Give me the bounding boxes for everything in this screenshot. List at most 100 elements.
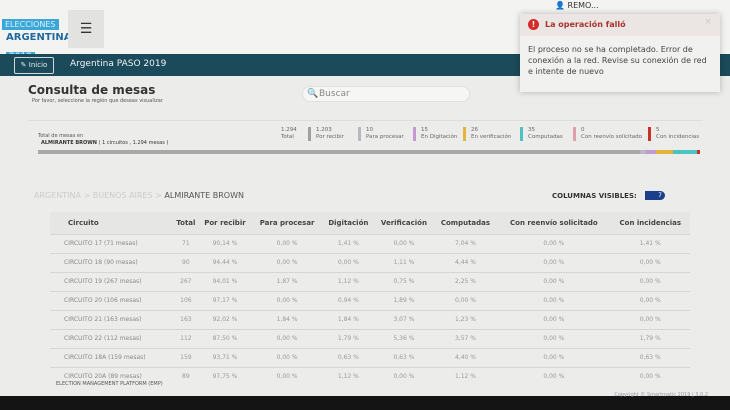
column-header[interactable]: Por recibir bbox=[198, 212, 252, 234]
circuits-table: Circuito Total Por recibir Para procesar Dig… bbox=[50, 212, 690, 386]
column-header[interactable]: Con incidencias bbox=[610, 212, 690, 234]
table-cell: 1,89 % bbox=[374, 290, 434, 310]
region-name: ALMIRANTE BROWN bbox=[41, 140, 97, 146]
platform-footer: ELECTION MANAGEMENT PLATFORM (EMP) bbox=[56, 381, 163, 387]
table-cell: 1,79 % bbox=[610, 328, 690, 348]
table-row[interactable]: CIRCUITO 17 (71 mesas) 71 90,14 % 0,00 % 1,4… bbox=[50, 233, 690, 253]
table-row[interactable]: CIRCUITO 21 (163 mesas) 163 92,02 % 1,84 % 1… bbox=[50, 309, 690, 329]
home-button[interactable]: ✎ Inicio bbox=[14, 57, 54, 74]
progress-segment bbox=[639, 150, 647, 154]
stat-0: 1.294 Total bbox=[273, 127, 297, 141]
table-cell: 97,75 % bbox=[198, 366, 252, 386]
table-cell: 5,36 % bbox=[374, 328, 434, 348]
table-cell: 106 bbox=[173, 290, 199, 310]
table-cell: 1,84 % bbox=[322, 309, 375, 329]
stat-label: Computadas bbox=[528, 134, 563, 140]
table-cell: 0,00 % bbox=[497, 252, 611, 272]
table-row[interactable]: CIRCUITO 20A (89 mesas) 89 97,75 % 0,00 % 1,… bbox=[50, 366, 690, 386]
region-detail: ( 1 circuitos , 1.294 mesas ) bbox=[98, 140, 169, 146]
stat-value: 0 bbox=[581, 127, 585, 133]
table-cell: 71 bbox=[173, 233, 199, 253]
table-cell: 0,00 % bbox=[497, 290, 611, 310]
table-cell: 1,12 % bbox=[433, 366, 498, 386]
table-cell: CIRCUITO 19 (267 mesas) bbox=[50, 271, 174, 291]
table-cell: 3,57 % bbox=[433, 328, 498, 348]
table-cell: 97,17 % bbox=[198, 290, 252, 310]
table-cell: 4,44 % bbox=[433, 252, 498, 272]
stat-label: Con incidencias bbox=[656, 134, 700, 140]
table-cell: CIRCUITO 18 (90 mesas) bbox=[50, 252, 174, 272]
progress-segment bbox=[656, 150, 674, 154]
user-name: REMO... bbox=[567, 1, 599, 10]
page-subtitle: Por favor, seleccione la región que dese… bbox=[32, 98, 163, 104]
home-label: Inicio bbox=[28, 61, 48, 69]
breadcrumb-path[interactable]: ARGENTINA > BUENOS AIRES > bbox=[34, 191, 162, 200]
table-cell: 1,87 % bbox=[251, 271, 323, 291]
table-cell: 1,41 % bbox=[610, 233, 690, 253]
table-cell: 112 bbox=[173, 328, 199, 348]
table-cell: 0,00 % bbox=[497, 271, 611, 291]
table-cell: 0,63 % bbox=[322, 347, 375, 367]
page-title: Consulta de mesas bbox=[28, 83, 156, 97]
table-cell: 0,00 % bbox=[610, 309, 690, 329]
stat-value: 1.294 bbox=[281, 127, 297, 133]
summary-panel: Total de mesas en ALMIRANTE BROWN ( 1 ci… bbox=[28, 120, 703, 150]
column-header[interactable]: Con reenvío solicitado bbox=[497, 212, 611, 234]
stat-value: 5 bbox=[656, 127, 660, 133]
error-toast: ! La operación falló × El proceso no se h… bbox=[520, 14, 720, 92]
table-cell: 1,23 % bbox=[433, 309, 498, 329]
stat-5: 35 Computadas bbox=[520, 127, 563, 141]
table-row[interactable]: CIRCUITO 22 (112 mesas) 112 87,50 % 0,00 % 1… bbox=[50, 328, 690, 348]
election-title: Argentina PASO 2019 bbox=[70, 59, 167, 69]
user-icon: 👤 bbox=[555, 1, 565, 10]
column-header[interactable]: Circuito bbox=[50, 212, 174, 234]
breadcrumb-current: ALMIRANTE BROWN bbox=[164, 191, 244, 200]
table-cell: 0,00 % bbox=[374, 233, 434, 253]
table-cell: CIRCUITO 17 (71 mesas) bbox=[50, 233, 174, 253]
table-cell: 0,00 % bbox=[497, 328, 611, 348]
table-row[interactable]: CIRCUITO 18 (90 mesas) 90 94,44 % 0,00 % 0,0… bbox=[50, 252, 690, 272]
table-row[interactable]: CIRCUITO 19 (267 mesas) 267 94,01 % 1,87 % 1… bbox=[50, 271, 690, 291]
column-header[interactable]: Computadas bbox=[433, 212, 498, 234]
stat-value: 15 bbox=[421, 127, 428, 133]
table-cell: 89 bbox=[173, 366, 199, 386]
table-cell: 0,00 % bbox=[610, 290, 690, 310]
logo-line2: ARGENTINA bbox=[6, 32, 72, 43]
column-header[interactable]: Digitación bbox=[322, 212, 375, 234]
columns-toggle-button[interactable]: 7 bbox=[645, 191, 665, 200]
column-header[interactable]: Verificación bbox=[374, 212, 434, 234]
table-cell: 0,63 % bbox=[374, 347, 434, 367]
stat-6: 0 Con reenvío solicitado bbox=[573, 127, 642, 141]
stat-label: Total bbox=[281, 134, 294, 140]
error-icon: ! bbox=[528, 19, 539, 30]
column-header[interactable]: Para procesar bbox=[251, 212, 323, 234]
table-cell: 0,00 % bbox=[251, 328, 323, 348]
table-cell: 0,00 % bbox=[251, 366, 323, 386]
copyright: Copyright © Smartmatic 2019 | 3.0.2 bbox=[614, 392, 708, 398]
column-header[interactable]: Total bbox=[173, 212, 199, 234]
table-cell: 92,02 % bbox=[198, 309, 252, 329]
user-menu[interactable]: 👤 REMO... bbox=[555, 1, 599, 10]
close-icon[interactable]: × bbox=[704, 17, 712, 27]
toast-message: El proceso no se ha completado. Error de… bbox=[528, 45, 707, 76]
summary-region: ALMIRANTE BROWN ( 1 circuitos , 1.294 me… bbox=[41, 140, 168, 146]
table-cell: 0,00 % bbox=[433, 290, 498, 310]
summary-label: Total de mesas en bbox=[38, 133, 84, 139]
table-cell: 0,00 % bbox=[322, 252, 375, 272]
hamburger-menu-icon[interactable]: ☰ bbox=[68, 10, 104, 48]
table-row[interactable]: CIRCUITO 18A (159 mesas) 159 93,71 % 0,00 %… bbox=[50, 347, 690, 367]
table-cell: 1,41 % bbox=[322, 233, 375, 253]
table-cell: 0,00 % bbox=[497, 233, 611, 253]
table-cell: 1,79 % bbox=[322, 328, 375, 348]
table-cell: 1,84 % bbox=[251, 309, 323, 329]
table-cell: 4,40 % bbox=[433, 347, 498, 367]
table-cell: 159 bbox=[173, 347, 199, 367]
table-cell: 0,00 % bbox=[497, 366, 611, 386]
logo-line1: ELECCIONES bbox=[2, 19, 59, 30]
table-cell: 0,00 % bbox=[251, 252, 323, 272]
table-cell: 0,94 % bbox=[322, 290, 375, 310]
search-input[interactable]: 🔍 Buscar bbox=[302, 86, 470, 102]
stat-value: 26 bbox=[471, 127, 478, 133]
table-row[interactable]: CIRCUITO 20 (106 mesas) 106 97,17 % 0,00 % 0… bbox=[50, 290, 690, 310]
table-cell: 0,00 % bbox=[497, 347, 611, 367]
